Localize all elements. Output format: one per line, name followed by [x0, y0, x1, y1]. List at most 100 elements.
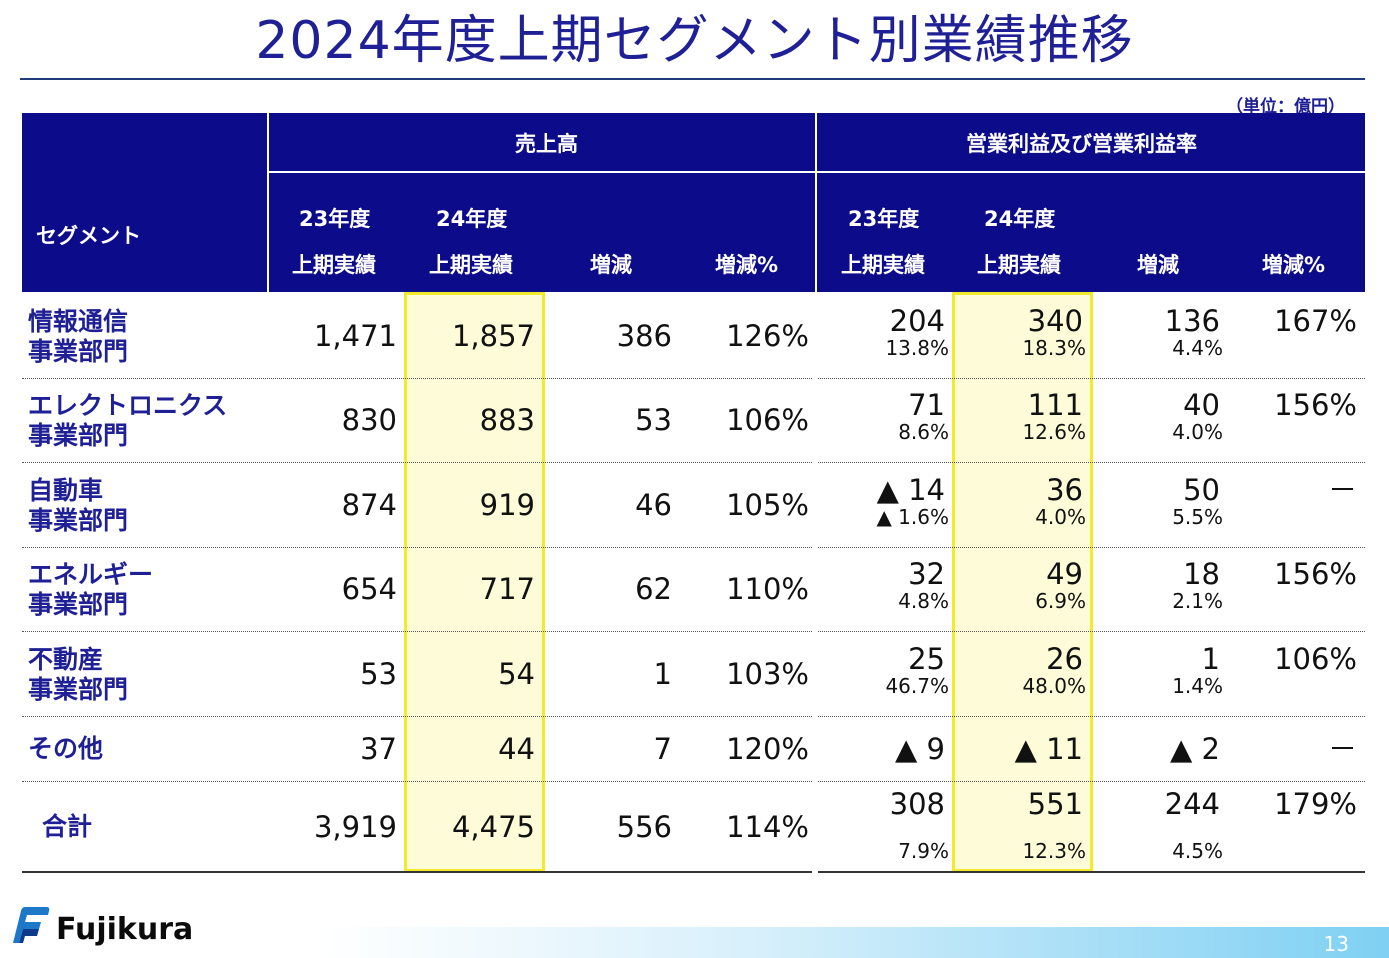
profit-curr: 111 [1027, 388, 1083, 422]
sales-prev: 53 [360, 657, 397, 691]
row-divider-5 [22, 716, 812, 717]
segment-name-line2: 事業部門 [28, 337, 129, 366]
profit-curr: 340 [1027, 304, 1083, 338]
row-divider-4 [22, 631, 812, 632]
header-sales-pct: 増減% [715, 253, 779, 277]
sales-prev: 1,471 [313, 319, 397, 353]
margin-prev: 4.8% [898, 589, 949, 613]
header-sales-prev-period: 上期実績 [292, 253, 376, 277]
header-divider-groups [815, 113, 817, 292]
row-divider-6 [22, 781, 812, 782]
segment-name-line1: 不動産 [28, 645, 104, 674]
profit-diff: 136 [1164, 304, 1220, 338]
header-sales-curr-period: 上期実績 [429, 253, 513, 277]
margin-curr: 48.0% [1022, 674, 1086, 698]
sales-prev-total: 3,919 [313, 810, 397, 844]
sales-prev: 654 [341, 572, 397, 606]
profit-curr: 36 [1046, 473, 1083, 507]
profit-diff: 40 [1183, 388, 1220, 422]
header-group-rule-profit [817, 171, 1365, 173]
margin-prev: ▲ 1.6% [876, 505, 949, 529]
profit-curr: 49 [1046, 557, 1083, 591]
header-sales-group: 売上高 [515, 132, 578, 156]
sales-pct: 110% [726, 572, 809, 606]
profit-diff: 1 [1201, 642, 1220, 676]
profit-pct-total: 179% [1274, 787, 1357, 821]
header-profit-diff: 増減 [1137, 253, 1179, 277]
margin-diff-total: 4.5% [1172, 839, 1223, 863]
sales-prev: 874 [341, 488, 397, 522]
margin-diff: 5.5% [1172, 505, 1223, 529]
margin-curr: 4.0% [1035, 505, 1086, 529]
page-number: 13 [1323, 932, 1349, 956]
profit-curr: ▲ 11 [1014, 732, 1083, 766]
segment-name-line2: 事業部門 [28, 506, 129, 535]
sales-curr-total: 4,475 [451, 810, 535, 844]
row-divider-5b [818, 716, 1365, 717]
row-divider-4b [818, 631, 1365, 632]
profit-prev: ▲ 9 [895, 732, 945, 766]
header-profit-curr-period: 上期実績 [977, 253, 1061, 277]
margin-prev: 8.6% [898, 420, 949, 444]
segment-name-line1: 自動車 [28, 476, 104, 505]
profit-diff: ▲ 2 [1170, 732, 1220, 766]
margin-diff: 4.4% [1172, 336, 1223, 360]
header-profit-prev-year: 23年度 [848, 207, 920, 231]
header-profit-group: 営業利益及び営業利益率 [966, 132, 1197, 156]
segment-name-line2: 事業部門 [28, 675, 129, 704]
sales-curr: 54 [498, 657, 535, 691]
segment-name-line2: 事業部門 [28, 590, 129, 619]
header-profit-curr-year: 24年度 [984, 207, 1056, 231]
profit-prev: 25 [908, 642, 945, 676]
header-divider-segment [267, 113, 269, 292]
header-sales-curr-year: 24年度 [436, 207, 508, 231]
header-group-rule-sales [269, 171, 815, 173]
sales-pct: 120% [726, 732, 809, 766]
sales-diff: 46 [635, 488, 672, 522]
header-profit-prev-period: 上期実績 [841, 253, 925, 277]
sales-prev: 830 [341, 403, 397, 437]
margin-prev: 46.7% [885, 674, 949, 698]
profit-prev: 204 [889, 304, 945, 338]
profit-prev-total: 308 [889, 787, 945, 821]
title-divider [20, 78, 1365, 80]
profit-diff-total: 244 [1164, 787, 1220, 821]
sales-diff: 1 [653, 657, 672, 691]
sales-diff-total: 556 [616, 810, 672, 844]
sales-prev: 37 [360, 732, 397, 766]
segment-name-line1: 情報通信 [28, 307, 129, 336]
row-divider-3 [22, 547, 812, 548]
margin-diff: 1.4% [1172, 674, 1223, 698]
profit-pct: 167% [1274, 304, 1357, 338]
row-divider-6b [818, 781, 1365, 782]
sales-curr: 1,857 [451, 319, 535, 353]
row-divider-3b [818, 547, 1365, 548]
profit-pct: 156% [1274, 388, 1357, 422]
segment-name-line1: エネルギー [28, 560, 154, 589]
segment-name-total: 合計 [42, 812, 93, 841]
sales-diff: 53 [635, 403, 672, 437]
sales-pct-total: 114% [726, 810, 809, 844]
margin-prev: 13.8% [885, 336, 949, 360]
profit-diff: 50 [1183, 473, 1220, 507]
sales-curr: 883 [479, 403, 535, 437]
segment-name-line1: エレクトロニクス [28, 391, 228, 420]
sales-curr: 919 [479, 488, 535, 522]
table-header [22, 113, 1365, 292]
profit-curr: 26 [1046, 642, 1083, 676]
margin-diff: 4.0% [1172, 420, 1223, 444]
segment-name-line2: 事業部門 [28, 421, 129, 450]
profit-pct: 156% [1274, 557, 1357, 591]
margin-diff: 2.1% [1172, 589, 1223, 613]
profit-curr-total: 551 [1027, 787, 1083, 821]
profit-prev: 32 [908, 557, 945, 591]
profit-prev: ▲ 14 [876, 473, 945, 507]
row-divider-1 [22, 378, 812, 379]
margin-curr: 18.3% [1022, 336, 1086, 360]
table-bottom-rule [22, 871, 812, 873]
sales-curr: 44 [498, 732, 535, 766]
margin-curr: 6.9% [1035, 589, 1086, 613]
header-sales-prev-year: 23年度 [299, 207, 371, 231]
highlight-profit-current [952, 292, 1093, 872]
page-title: 2024年度上期セグメント別業績推移 [255, 11, 1134, 71]
